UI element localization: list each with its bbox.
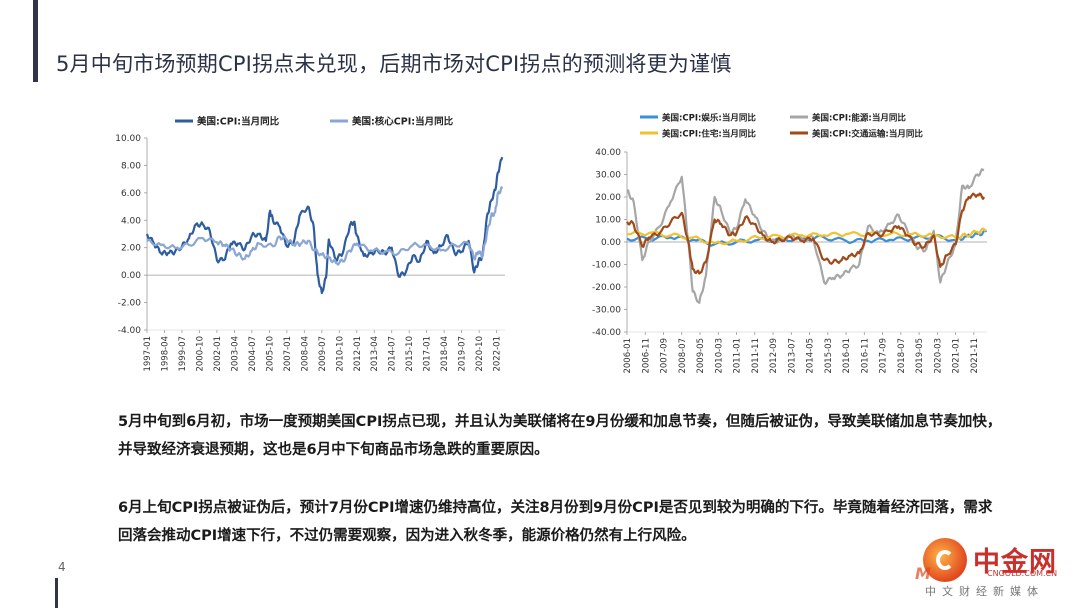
logo-circle-icon [923,538,967,582]
x-tick-label: 2012-09 [769,338,779,374]
x-tick-label: 2019-05 [915,338,925,374]
x-tick-label: 2018-07 [897,338,907,374]
paragraph-1: 5月中旬到6月初，市场一度预期美国CPI拐点已现，并且认为美联储将在9月份缓和加… [118,414,1002,458]
y-tick-label: 30.00 [595,171,621,181]
logo-main-text: 中金网 [973,547,1057,578]
accent-bar-top [33,0,38,82]
page-title: 5月中旬市场预期CPI拐点未兑现，后期市场对CPI拐点的预测将更为谨慎 [56,52,732,76]
series-line [626,227,987,246]
x-tick-label: 2010-03 [714,338,724,374]
x-tick-label: 2008-07 [678,338,688,374]
x-tick-label: 2020-10 [475,336,485,372]
legend-label: 美国:CPI:交通运输:当月同比 [812,129,923,140]
logo-site-text: CNGOLD.COM.CN [987,569,1058,578]
y-tick-label: 8.00 [121,161,141,171]
cpi-components-chart: 40.00 30.00 20.00 10.00 0.00 -10.00 -20.00 -30.… [592,113,988,374]
x-tick-label: 2022-01 [493,336,503,372]
y-tick-label: -20.00 [592,283,621,293]
x-tick-label: 2005-10 [265,336,275,372]
y-tick-label: 10.00 [595,216,621,226]
cpi-chart: 10.00 8.00 6.00 4.00 2.00 0.00 -2.00 -4.001997-… [115,116,505,372]
y-tick-label: -30.00 [592,306,621,316]
x-tick-label: 2018-04 [440,336,450,372]
y-tick-label: -10.00 [592,261,621,271]
series-line [145,156,504,295]
x-tick-label: 2007-09 [660,338,670,374]
logo-mark-icon: M [915,564,931,583]
x-tick-label: 2015-10 [405,336,415,372]
x-tick-label: 2006-11 [641,338,651,374]
x-tick-label: 1999-07 [178,336,188,372]
logo-sub-text: 中文财经新媒体 [925,585,1044,598]
x-tick-label: 2009-05 [696,338,706,374]
y-tick-label: 40.00 [595,148,621,158]
paragraph-2: 6月上旬CPI拐点被证伪后，预计7月份CPI增速仍维持高位，关注8月份到9月份C… [118,500,993,544]
legend-label: 美国:CPI:能源:当月同比 [812,113,906,124]
x-tick-label: 2008-04 [300,336,310,372]
x-tick-label: 2012-01 [353,336,363,372]
x-tick-label: 2015-03 [824,338,834,374]
legend-label: 美国:CPI:住宅:当月同比 [662,129,756,140]
x-tick-label: 2013-04 [370,336,380,372]
x-tick-label: 2019-07 [458,336,468,372]
x-tick-label: 2020-03 [933,338,943,374]
x-tick-label: 2021-01 [952,338,962,374]
logo: M 中金网 CNGOLD.COM.CN 中文财经新媒体 [915,538,1075,606]
legend-label: 美国:CPI:娱乐:当月同比 [662,113,756,124]
y-tick-label: 0.00 [601,238,621,248]
x-tick-label: 2017-09 [879,338,889,374]
x-tick-label: 1998-04 [160,336,170,372]
y-tick-label: -40.00 [592,328,621,338]
x-tick-label: 2016-11 [860,338,870,374]
y-tick-label: -2.00 [118,299,142,309]
page-number: 4 [58,560,66,574]
accent-bar-bottom [55,578,58,608]
series-line [146,186,504,266]
x-tick-label: 1997-01 [143,336,153,372]
x-tick-label: 2014-05 [806,338,816,374]
x-tick-label: 2011-01 [733,338,743,374]
series-line [626,192,986,275]
x-tick-label: 2013-07 [787,338,797,374]
legend-label: 美国:CPI:当月同比 [196,116,280,128]
x-tick-label: 2014-07 [388,336,398,372]
y-tick-label: 4.00 [121,216,141,226]
y-tick-label: 0.00 [121,271,141,281]
x-tick-label: 2007-01 [283,336,293,372]
x-tick-label: 2003-04 [230,336,240,372]
x-tick-label: 2006-01 [623,338,633,374]
x-tick-label: 2004-07 [248,336,258,372]
y-tick-label: 20.00 [595,193,621,203]
y-tick-label: 2.00 [121,244,141,254]
y-tick-label: 10.00 [115,134,141,144]
x-tick-label: 2010-10 [335,336,345,372]
x-tick-label: 2016-01 [842,338,852,374]
y-tick-label: -4.00 [118,326,142,336]
x-tick-label: 2000-10 [195,336,205,372]
y-tick-label: 6.00 [121,189,141,199]
x-tick-label: 2002-01 [213,336,223,372]
legend-label: 美国:核心CPI:当月同比 [351,116,454,128]
x-tick-label: 2021-11 [970,338,980,374]
x-tick-label: 2011-11 [751,338,761,374]
x-tick-label: 2009-07 [318,336,328,372]
x-tick-label: 2017-01 [423,336,433,372]
